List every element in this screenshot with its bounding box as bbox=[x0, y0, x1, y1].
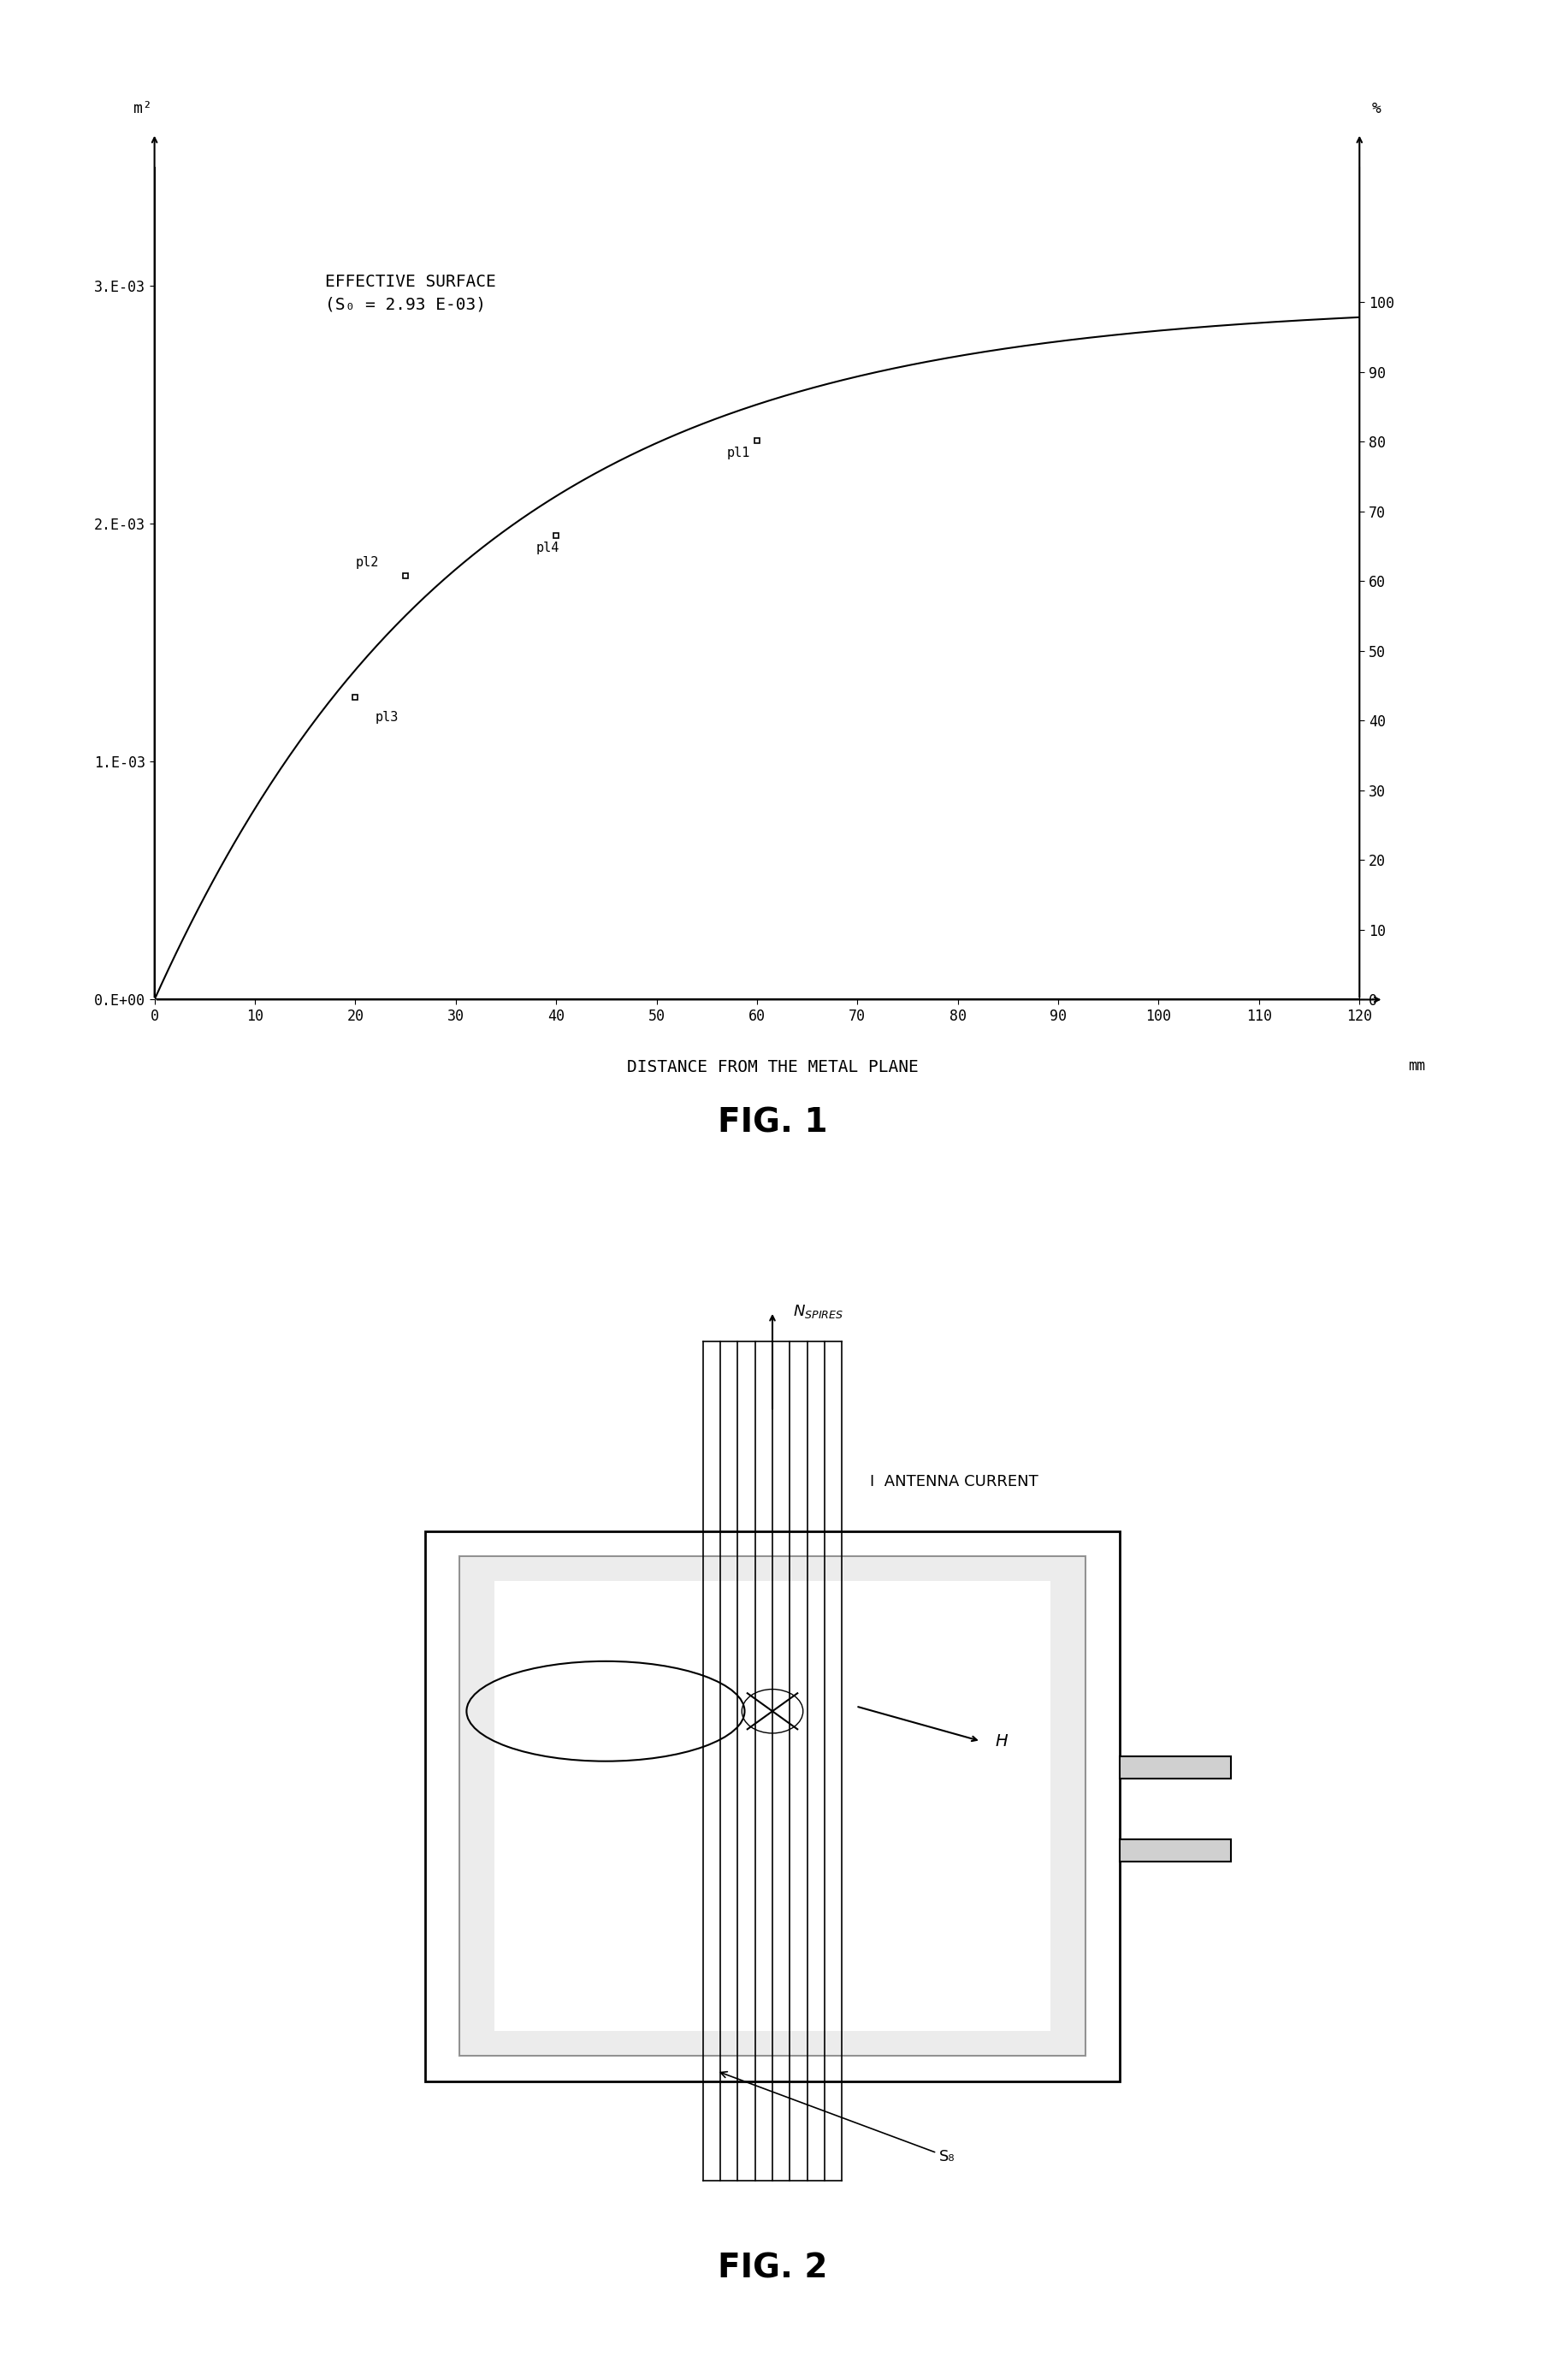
Text: pl4: pl4 bbox=[536, 543, 559, 555]
Text: I  ANTENNA CURRENT: I ANTENNA CURRENT bbox=[869, 1473, 1038, 1490]
Text: FIG. 1: FIG. 1 bbox=[716, 1107, 828, 1140]
Text: DISTANCE FROM THE METAL PLANE: DISTANCE FROM THE METAL PLANE bbox=[627, 1059, 917, 1076]
Bar bbox=[1119, 1756, 1231, 1778]
Text: FIG. 2: FIG. 2 bbox=[716, 2251, 828, 2285]
Text: H: H bbox=[994, 1733, 1007, 1749]
Bar bbox=[425, 1530, 1119, 2080]
Text: $N_{SPIRES}$: $N_{SPIRES}$ bbox=[794, 1302, 843, 1321]
Bar bbox=[1119, 1840, 1231, 1861]
Text: pl1: pl1 bbox=[727, 447, 750, 459]
Text: mm: mm bbox=[1407, 1057, 1424, 1073]
Text: pl3: pl3 bbox=[375, 712, 398, 724]
Text: %: % bbox=[1371, 102, 1380, 117]
Text: pl2: pl2 bbox=[355, 557, 378, 569]
Bar bbox=[494, 1580, 1050, 2030]
Text: EFFECTIVE SURFACE
(S₀ = 2.93 E-03): EFFECTIVE SURFACE (S₀ = 2.93 E-03) bbox=[326, 274, 496, 312]
Text: S₈: S₈ bbox=[720, 2071, 954, 2163]
Bar bbox=[460, 1557, 1084, 2056]
Text: m²: m² bbox=[133, 102, 151, 117]
